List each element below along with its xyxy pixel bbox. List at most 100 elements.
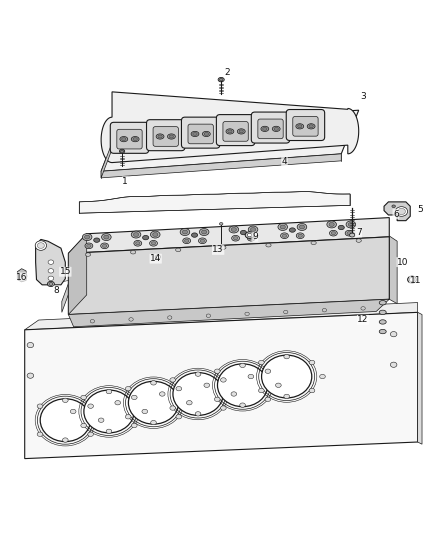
Ellipse shape [125,386,131,391]
Ellipse shape [120,136,128,142]
Ellipse shape [129,318,133,321]
Ellipse shape [263,127,267,131]
Text: 1: 1 [122,177,128,186]
Ellipse shape [297,223,307,230]
Ellipse shape [151,242,155,245]
FancyBboxPatch shape [117,130,142,149]
Ellipse shape [240,230,247,235]
Polygon shape [35,239,65,285]
Ellipse shape [131,136,139,142]
Ellipse shape [151,421,156,425]
Text: 10: 10 [397,257,408,266]
Text: 16: 16 [16,273,28,282]
Ellipse shape [176,248,181,252]
Ellipse shape [120,150,124,152]
Ellipse shape [265,369,271,374]
Ellipse shape [134,240,142,246]
Text: 11: 11 [410,276,421,285]
Ellipse shape [245,312,249,316]
Ellipse shape [297,125,302,128]
Ellipse shape [390,332,397,337]
Ellipse shape [191,233,198,237]
Ellipse shape [379,320,386,324]
Ellipse shape [283,234,287,237]
Ellipse shape [48,269,54,273]
Ellipse shape [215,397,220,401]
Ellipse shape [283,310,288,314]
Ellipse shape [281,233,288,239]
Ellipse shape [247,233,252,237]
Ellipse shape [151,381,156,385]
Ellipse shape [176,386,182,391]
Ellipse shape [239,130,244,133]
FancyBboxPatch shape [258,119,283,139]
Ellipse shape [131,395,137,400]
Ellipse shape [289,228,295,232]
Ellipse shape [219,222,223,225]
Ellipse shape [134,232,139,237]
Ellipse shape [231,228,237,231]
Text: 3: 3 [360,92,366,101]
Ellipse shape [206,314,211,318]
Ellipse shape [85,235,90,239]
Ellipse shape [346,221,356,228]
FancyBboxPatch shape [223,122,248,141]
Ellipse shape [410,278,415,281]
Text: 12: 12 [357,315,369,324]
Ellipse shape [84,390,134,433]
Ellipse shape [170,378,176,382]
Polygon shape [79,191,350,213]
Ellipse shape [218,364,268,407]
Polygon shape [62,234,87,312]
Polygon shape [68,217,389,253]
Ellipse shape [218,77,224,82]
Ellipse shape [280,225,286,229]
Ellipse shape [195,372,201,376]
Ellipse shape [37,404,43,408]
Text: 6: 6 [393,209,399,219]
Ellipse shape [233,237,238,240]
Ellipse shape [331,232,336,235]
Ellipse shape [198,238,206,244]
Polygon shape [418,312,422,444]
Ellipse shape [180,229,190,236]
Ellipse shape [248,374,254,379]
Ellipse shape [142,409,148,414]
Ellipse shape [199,229,209,236]
Ellipse shape [98,418,104,422]
Ellipse shape [150,240,157,246]
Ellipse shape [299,225,304,229]
Ellipse shape [272,126,280,132]
Polygon shape [68,237,389,314]
Ellipse shape [309,389,315,393]
Ellipse shape [229,226,239,233]
Ellipse shape [170,406,176,410]
Ellipse shape [215,369,220,374]
Ellipse shape [228,130,232,133]
Ellipse shape [278,223,288,230]
Ellipse shape [200,239,205,243]
Ellipse shape [191,131,199,136]
Ellipse shape [350,233,355,237]
Ellipse shape [152,232,158,237]
FancyBboxPatch shape [251,112,290,143]
Polygon shape [101,126,119,178]
Ellipse shape [63,398,68,402]
Ellipse shape [102,233,111,240]
Text: 4: 4 [282,157,287,166]
Ellipse shape [81,395,86,400]
Ellipse shape [131,423,137,427]
FancyBboxPatch shape [188,124,213,144]
Ellipse shape [182,230,187,234]
Ellipse shape [322,309,327,312]
Text: 13: 13 [212,245,224,254]
Ellipse shape [309,360,315,365]
Text: 15: 15 [60,267,71,276]
Polygon shape [101,110,359,171]
Ellipse shape [261,355,312,398]
Ellipse shape [296,233,304,239]
Ellipse shape [309,125,313,128]
Ellipse shape [311,241,316,245]
Ellipse shape [87,244,91,247]
Text: 7: 7 [356,228,362,237]
